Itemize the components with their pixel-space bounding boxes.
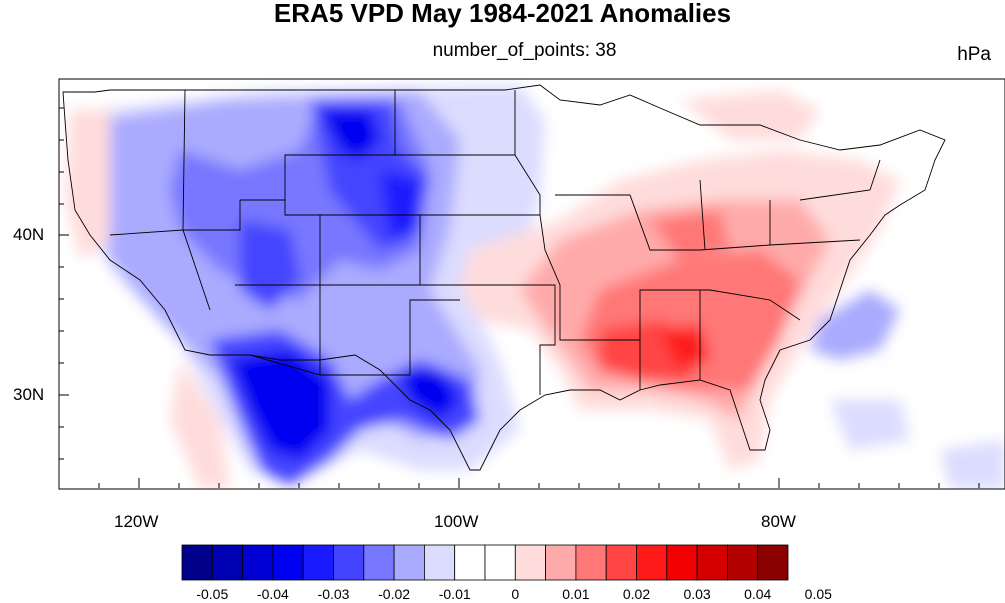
colorbar-box: [242, 544, 274, 581]
state-border-5: [249, 214, 421, 376]
colorbar-tick-label: 0.03: [683, 586, 711, 602]
colorbar-tick-label: -0.05: [196, 586, 229, 602]
colorbar-box: [605, 544, 637, 581]
lon-label-120w: 120W: [114, 512, 159, 531]
strong-negative-texas: [400, 370, 460, 420]
colorbar-box: [636, 544, 668, 581]
strong-negative-sonora: [230, 350, 330, 460]
state-border-10: [539, 214, 710, 341]
colorbar-tick-label: 0.04: [744, 586, 772, 602]
colorbar-tick-label: 0.01: [562, 586, 590, 602]
colorbar-tick-label: 0.02: [622, 586, 651, 602]
colorbar-box: [727, 544, 759, 581]
colorbar-tick-label: -0.04: [256, 586, 289, 602]
state-border-1: [182, 89, 241, 231]
colorbar-box: [181, 544, 213, 581]
colorbar-box: [333, 544, 365, 581]
colorbar-box: [363, 544, 395, 581]
strong-negative-colorado: [380, 170, 420, 240]
state-border-9: [320, 299, 460, 376]
strong-positive-alabama: [660, 325, 710, 370]
colorbar-box: [272, 544, 304, 581]
conus-outline: [62, 84, 946, 471]
state-border-3: [240, 90, 396, 201]
units-label: hPa: [957, 44, 991, 65]
colorbar-tick-label: 0: [511, 586, 520, 602]
negative-offshore: [810, 290, 900, 360]
colorbar-box: [757, 544, 789, 581]
state-border-11: [555, 194, 861, 251]
coastlines-and-borders: [62, 84, 946, 471]
anomaly-field: [65, 85, 1005, 489]
state-border-7: [420, 154, 541, 216]
strong-negative-core-north: [320, 110, 380, 160]
colorbar-tick-label: -0.03: [317, 586, 350, 602]
colorbar-box: [514, 544, 546, 581]
colorbar-box: [423, 544, 456, 581]
lat-label-30n: 30N: [13, 385, 45, 404]
lon-label-80w: 80W: [761, 512, 796, 531]
colorbar-tick-label: -0.01: [438, 586, 471, 602]
weak-positive-pacific: [65, 110, 110, 260]
colorbar-box: [545, 544, 577, 581]
colorbar-tick-label: 0.05: [804, 586, 832, 602]
colorbar-box: [211, 544, 244, 581]
weak-positive-northeast: [680, 90, 820, 140]
lon-label-100w: 100W: [434, 512, 479, 531]
colorbar-box: [484, 544, 516, 581]
colorbar-box: [575, 544, 607, 581]
frame-ticks: [59, 107, 980, 488]
weak-negative-offshore: [830, 400, 910, 450]
colorbar-box: [454, 544, 486, 581]
figure-subtitle: number_of_points: 38: [432, 40, 617, 61]
colorbar-box: [666, 544, 698, 581]
colorbar-box: [696, 544, 728, 581]
map-frame: [58, 78, 1005, 490]
colorbar-box: [302, 544, 334, 581]
colorbar-box: [393, 544, 425, 581]
state-border-8: [420, 284, 556, 395]
lat-label-40n: 40N: [13, 225, 45, 244]
state-border-12: [639, 289, 801, 390]
colorbar-tick-label: -0.02: [378, 586, 411, 602]
weak-positive-baja: [170, 360, 230, 489]
weak-negative-southeast-corner: [940, 440, 1005, 489]
negative-utah: [240, 220, 300, 310]
positive-ohio: [650, 210, 730, 260]
colorbar: [181, 544, 789, 581]
state-border-13: [699, 159, 881, 251]
state-border-2: [109, 229, 211, 311]
figure-title: ERA5 VPD May 1984-2021 Anomalies: [273, 0, 732, 28]
